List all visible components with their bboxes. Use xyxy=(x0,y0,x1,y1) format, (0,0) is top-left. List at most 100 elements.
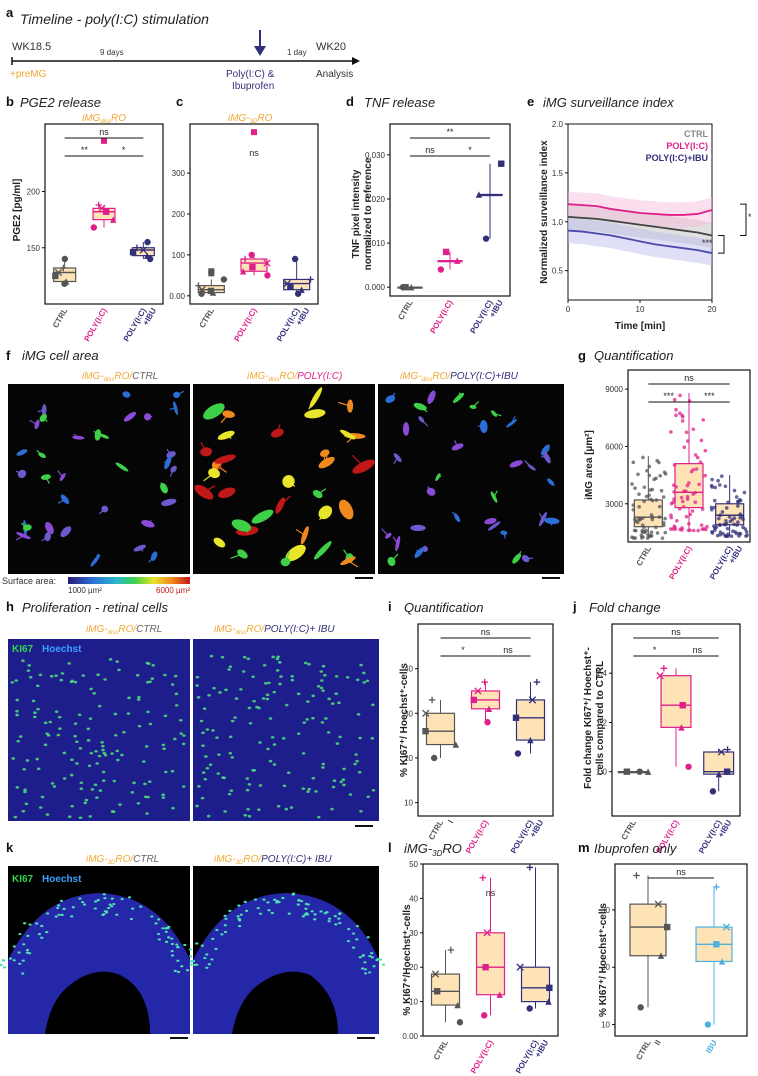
data-point xyxy=(90,224,98,231)
data-point xyxy=(220,276,228,283)
microglia-process xyxy=(538,512,544,520)
data-point xyxy=(431,970,440,978)
panel-b-title: PGE2 release xyxy=(20,95,101,110)
microglia-process xyxy=(163,461,168,464)
nucleus xyxy=(337,917,341,920)
nucleus xyxy=(176,959,180,962)
nucleus xyxy=(333,915,337,918)
microglia-process xyxy=(216,464,227,473)
nucleus xyxy=(208,763,213,766)
nucleus xyxy=(69,680,74,684)
box xyxy=(515,699,546,741)
microglia-process xyxy=(489,520,492,523)
data-point xyxy=(717,748,726,756)
data-point xyxy=(663,923,671,931)
nucleus xyxy=(113,712,118,716)
nucleus xyxy=(170,949,174,953)
nucleus xyxy=(355,925,360,928)
nucleus xyxy=(71,906,75,909)
category-label: CTRL xyxy=(427,818,446,841)
data-point xyxy=(287,283,294,291)
legend-poly: POLY(I:C) xyxy=(666,141,708,151)
nucleus xyxy=(45,732,49,735)
data-point xyxy=(660,536,665,540)
data-point xyxy=(528,696,537,704)
microglia-process xyxy=(431,394,435,398)
data-point xyxy=(654,498,659,502)
data-point xyxy=(726,500,730,505)
nucleus xyxy=(371,789,376,792)
nucleus xyxy=(239,688,243,691)
panel-l: l iMG-3DRO % KI67⁺/Hoechst⁺-cells 0.00 10… xyxy=(388,840,559,1075)
nucleus xyxy=(78,816,83,820)
nucleus xyxy=(307,787,311,791)
microglia-cell xyxy=(173,391,181,398)
nucleus xyxy=(175,943,179,946)
data-point xyxy=(705,524,709,529)
nucleus xyxy=(62,777,67,780)
nucleus xyxy=(209,654,214,658)
data-point xyxy=(712,498,717,503)
nucleus xyxy=(207,693,211,697)
data-point xyxy=(685,763,692,770)
nucleus xyxy=(136,698,141,701)
nucleus xyxy=(201,744,205,748)
microglia-cell xyxy=(45,521,54,535)
nucleus xyxy=(0,963,3,967)
data-point xyxy=(659,488,664,493)
data-point xyxy=(710,477,714,482)
data-point xyxy=(526,864,534,871)
data-point xyxy=(671,500,675,505)
panel-d-title: TNF release xyxy=(364,95,435,110)
data-point xyxy=(639,533,644,538)
nucleus xyxy=(242,655,247,659)
nucleus xyxy=(127,896,132,899)
nucleus xyxy=(313,918,317,921)
nucleus xyxy=(366,936,370,939)
nucleus xyxy=(24,802,29,806)
data-point xyxy=(640,516,645,520)
category-label: CTRL xyxy=(198,306,217,329)
nucleus xyxy=(94,900,98,903)
data-point xyxy=(691,467,695,472)
nucleus xyxy=(11,757,16,760)
nucleus xyxy=(252,769,257,772)
nucleus xyxy=(291,893,295,896)
nucleus xyxy=(268,717,273,720)
data-point xyxy=(408,283,415,291)
nucleus xyxy=(164,770,168,774)
nucleus xyxy=(257,808,261,811)
nucleus xyxy=(334,692,339,696)
x-tick-label: 10 xyxy=(636,305,645,314)
data-point xyxy=(673,525,677,530)
nucleus xyxy=(164,930,168,933)
data-point xyxy=(736,504,740,508)
nucleus xyxy=(244,909,249,912)
data-point xyxy=(720,510,725,514)
nucleus xyxy=(22,767,26,771)
y-tick-label: 3000 xyxy=(605,500,623,509)
cell-image-ctrl xyxy=(8,384,190,574)
nucleus xyxy=(101,744,105,748)
sig-label: * xyxy=(468,145,472,155)
data-point xyxy=(715,770,723,778)
data-point xyxy=(645,468,649,473)
data-point xyxy=(740,514,744,519)
nucleus xyxy=(368,971,372,974)
microglia-process xyxy=(308,397,317,410)
nucleus xyxy=(303,661,308,665)
plot-frame xyxy=(614,863,748,1037)
data-point xyxy=(402,283,409,291)
nucleus xyxy=(23,922,27,925)
data-point xyxy=(675,518,679,523)
nucleus xyxy=(54,710,59,713)
sig-label: *** xyxy=(702,238,713,248)
microglia-process xyxy=(42,417,48,422)
nucleus xyxy=(15,698,19,702)
nucleus xyxy=(182,734,186,737)
nucleus xyxy=(272,690,277,694)
y-tick-label: 1.4 xyxy=(596,669,608,678)
microglia-cell xyxy=(395,535,401,552)
y-tick-label: 10 xyxy=(404,799,413,808)
